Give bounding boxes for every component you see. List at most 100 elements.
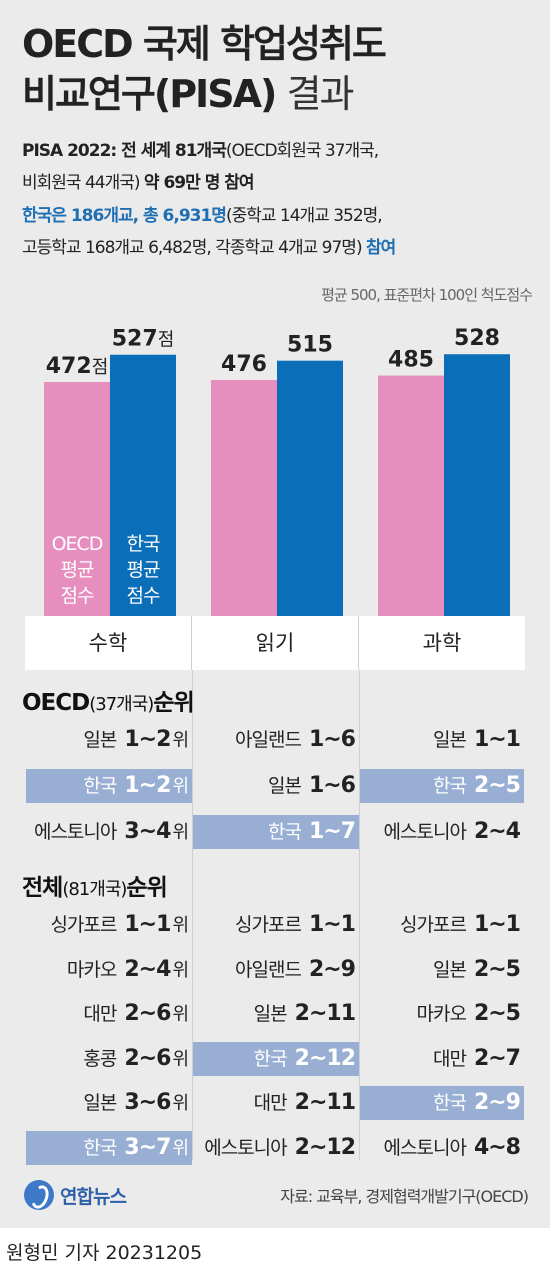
- country-name: 한국: [267, 821, 302, 843]
- rank-range: 1~1: [124, 912, 171, 937]
- total-rank-cell: 일본 2~5: [360, 953, 524, 987]
- country-name: 에스토니아: [383, 1136, 467, 1159]
- rank-range: 2~4: [473, 819, 521, 844]
- country-name: 한국: [253, 1047, 288, 1070]
- country-name: 한국: [83, 1136, 117, 1159]
- country-name: 한국: [83, 775, 117, 797]
- total-rank-cell: 마카오 2~4 위: [26, 953, 192, 987]
- rank-range: 1~2: [124, 727, 171, 752]
- country-name: 싱가포르: [400, 914, 467, 936]
- oecd-rank-cell: 한국 1~7: [193, 815, 359, 849]
- title-line2: 비교연구(PISA) 결과: [22, 72, 354, 116]
- oecd-series-label: 점수: [61, 585, 94, 607]
- rank-range: 2~11: [294, 1090, 356, 1115]
- korea-series-label: 평균: [127, 559, 160, 581]
- total-rank-title: 전체(81개국)순위: [22, 875, 168, 901]
- oecd-rank-cell: 아일랜드 1~6: [193, 723, 359, 757]
- total-rank-cell: 아일랜드 2~9: [193, 953, 359, 987]
- oecd-rank-cell: 일본 1~6: [193, 769, 359, 803]
- rank-range: 2~12: [294, 1134, 356, 1160]
- subject-divider: [358, 616, 359, 670]
- oecd-value-label-1: 476: [221, 352, 267, 377]
- title-line1: OECD 국제 학업성취도: [22, 22, 387, 66]
- country-name: 일본: [83, 1092, 117, 1114]
- subject-divider: [191, 616, 192, 670]
- rank-range: 1~1: [308, 912, 356, 937]
- oecd-bar-2: [378, 375, 444, 616]
- total-rank-cell: 에스토니아 4~8: [360, 1131, 524, 1165]
- oecd-rank-cell: 일본 1~1: [360, 723, 524, 757]
- country-name: 대만: [83, 1003, 117, 1025]
- total-rank-cell: 싱가포르 1~1: [193, 908, 359, 942]
- rank-range: 2~7: [473, 1045, 521, 1071]
- oecd-value-label-2: 485: [388, 348, 434, 373]
- rank-range: 1~7: [308, 819, 356, 844]
- info-line3: 한국은 186개교, 총 6,931명(중학교 14개교 352명,: [22, 206, 383, 226]
- subject-reading: 읽기: [255, 631, 295, 655]
- source-text: 자료: 교육부, 경제협력개발기구(OECD): [280, 1187, 529, 1206]
- rank-range: 1~6: [308, 773, 356, 798]
- rank-suffix: 위: [172, 1004, 189, 1025]
- country-name: 에스토니아: [33, 821, 117, 843]
- rank-range: 2~11: [294, 1001, 356, 1026]
- country-name: 싱가포르: [235, 914, 302, 936]
- rank-range: 3~7: [124, 1134, 171, 1160]
- rank-range: 2~9: [308, 956, 356, 982]
- korea-value-label-1: 515: [287, 333, 333, 358]
- rank-range: 1~2: [124, 773, 171, 798]
- country-name: 일본: [432, 729, 467, 751]
- oecd-series-label: OECD: [52, 533, 103, 555]
- rank-suffix: 위: [172, 822, 189, 843]
- country-name: 아일랜드: [235, 729, 302, 751]
- korea-bar-1: [277, 360, 343, 616]
- country-name: 일본: [432, 958, 467, 981]
- rank-range: 1~6: [308, 727, 356, 752]
- rank-range: 2~4: [124, 956, 171, 982]
- total-rank-cell: 대만 2~11: [193, 1086, 359, 1120]
- country-name: 마카오: [416, 1003, 466, 1025]
- country-name: 에스토니아: [204, 1136, 287, 1159]
- rank-suffix: 위: [172, 1048, 189, 1070]
- rank-suffix: 위: [172, 915, 189, 936]
- rank-range: 1~1: [473, 727, 521, 752]
- rank-suffix: 위: [172, 776, 189, 797]
- byline: 원형민 기자 20231205: [6, 1242, 203, 1264]
- info-line2: 비회원국 44개국) 약 69만 명 참여: [22, 173, 255, 193]
- country-name: 대만: [432, 1047, 467, 1070]
- oecd-bar-0: [44, 382, 110, 616]
- country-name: 한국: [432, 775, 467, 797]
- rank-range: 2~12: [294, 1045, 356, 1071]
- subject-science: 과학: [422, 631, 462, 655]
- oecd-value-label-0: 472점: [46, 354, 109, 379]
- yonhap-logo-icon: [24, 1180, 54, 1210]
- korea-bar-2: [444, 354, 510, 616]
- oecd-rank-cell: 에스토니아 3~4 위: [26, 815, 192, 849]
- subject-row: 수학 읽기 과학: [25, 616, 525, 670]
- oecd-series-label: 평균: [61, 559, 94, 581]
- total-rank-cell: 일본 3~6 위: [26, 1086, 192, 1120]
- scale-note: 평균 500, 표준편차 100인 척도점수: [321, 286, 533, 304]
- country-name: 싱가포르: [50, 914, 117, 936]
- rank-range: 2~9: [473, 1090, 521, 1115]
- total-rank-cell: 마카오 2~5: [360, 997, 524, 1031]
- country-name: 홍콩: [83, 1047, 117, 1070]
- korea-series-label: 한국: [127, 533, 160, 555]
- oecd-rank-cell: 에스토니아 2~4: [360, 815, 524, 849]
- total-rank-cell: 싱가포르 1~1: [360, 908, 524, 942]
- total-rank-cell: 일본 2~11: [193, 997, 359, 1031]
- country-name: 아일랜드: [235, 958, 302, 981]
- info-line4: 고등학교 168개교 6,482명, 각종학교 4개교 97명) 참여: [22, 238, 396, 258]
- country-name: 일본: [267, 775, 302, 797]
- total-rank-cell: 대만 2~7: [360, 1042, 524, 1076]
- total-rank-cell: 싱가포르 1~1 위: [26, 908, 192, 942]
- rank-range: 1~1: [473, 912, 521, 937]
- column-divider: [359, 670, 360, 1160]
- rank-suffix: 위: [172, 959, 189, 981]
- rank-suffix: 위: [172, 730, 189, 751]
- oecd-rank-cell: 일본 1~2 위: [26, 723, 192, 757]
- rank-suffix: 위: [172, 1093, 189, 1114]
- yonhap-logo-text: 연합뉴스: [60, 1186, 127, 1208]
- korea-value-label-2: 528: [454, 326, 500, 351]
- oecd-rank-cell: 한국 2~5: [360, 769, 524, 803]
